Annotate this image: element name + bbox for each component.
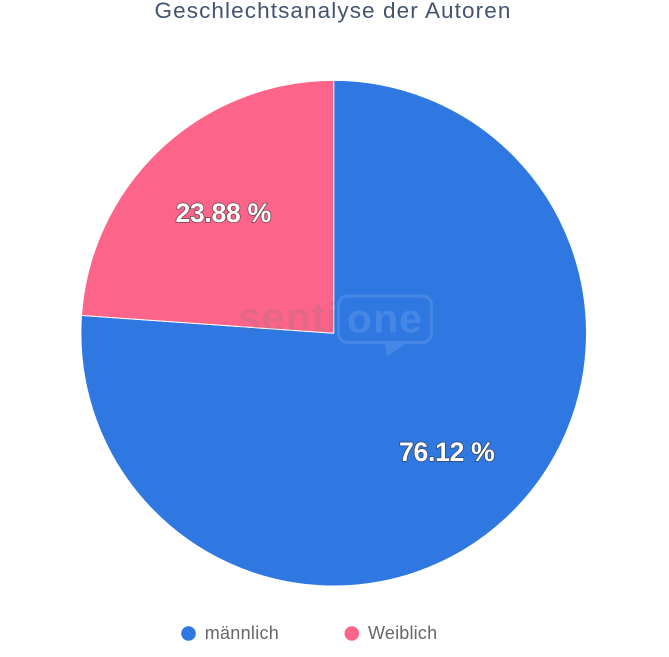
svg-text:76.12 %: 76.12 % xyxy=(399,437,494,467)
svg-text:one: one xyxy=(347,296,423,342)
svg-text:23.88 %: 23.88 % xyxy=(175,198,270,228)
svg-text:männlich: männlich xyxy=(205,623,279,643)
svg-text:senti: senti xyxy=(238,294,339,340)
svg-text:Geschlechtsanalyse der Autoren: Geschlechtsanalyse der Autoren xyxy=(155,0,512,23)
svg-text:Weiblich: Weiblich xyxy=(368,623,437,643)
